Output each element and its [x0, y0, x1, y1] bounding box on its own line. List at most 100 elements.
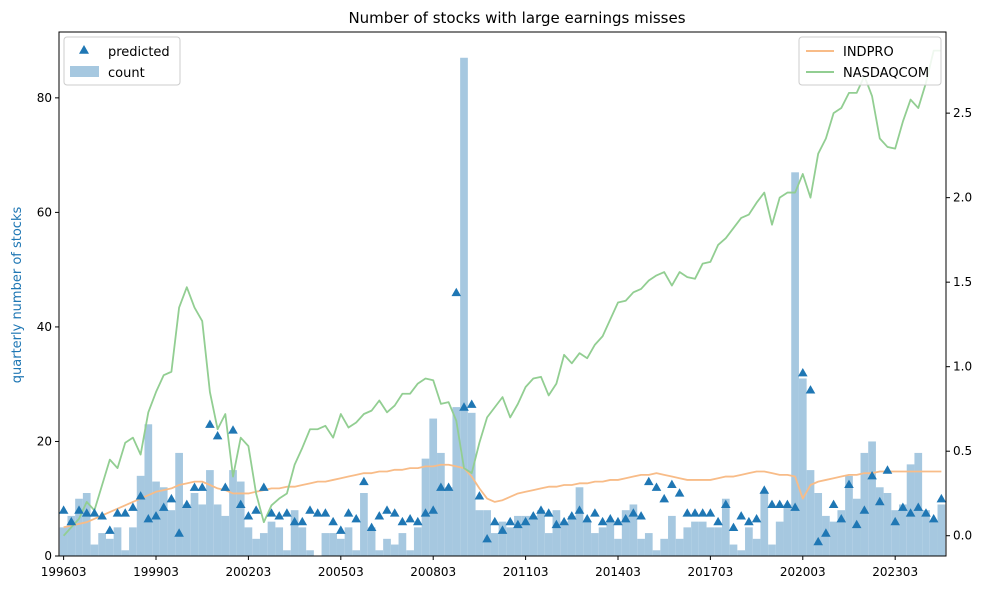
- predicted-marker: [420, 508, 431, 517]
- predicted-marker: [459, 402, 469, 411]
- legend-right-box: [798, 36, 942, 86]
- predicted-marker: [628, 508, 639, 517]
- predicted-marker: [713, 516, 723, 526]
- count-bar: [483, 510, 491, 556]
- predicted-marker: [774, 499, 785, 509]
- x-tick-label: 199903: [133, 565, 179, 579]
- count-bar: [729, 544, 738, 556]
- x-tick-label: 200203: [226, 565, 272, 579]
- predicted-marker: [790, 502, 800, 511]
- predicted-marker: [266, 508, 277, 517]
- predicted-marker: [374, 511, 385, 520]
- predicted-marker: [120, 508, 131, 517]
- predicted-marker: [474, 491, 485, 500]
- predicted-marker: [81, 508, 92, 517]
- predicted-marker: [605, 513, 616, 523]
- count-bar: [236, 481, 245, 556]
- predicted-marker: [251, 505, 261, 514]
- count-bar: [360, 493, 368, 556]
- predicted-marker: [282, 508, 292, 517]
- predicted-marker: [220, 482, 231, 491]
- count-bar: [591, 533, 599, 556]
- predicted-marker: [736, 511, 746, 520]
- y-axis-label: quarterly number of stocks: [10, 207, 25, 384]
- count-bar: [798, 378, 807, 556]
- predicted-marker: [505, 516, 515, 526]
- predicted-marker: [143, 513, 154, 523]
- count-bar: [652, 550, 661, 556]
- predicted-marker: [890, 516, 900, 526]
- chart-title: Number of stocks with large earnings mis…: [348, 9, 685, 27]
- count-bar: [860, 452, 869, 556]
- predicted-marker: [805, 385, 816, 394]
- predicted-marker: [182, 499, 192, 509]
- predicted-marker: [389, 508, 400, 517]
- count-bar: [544, 533, 553, 556]
- right-y-tick-label: 2.5: [953, 106, 972, 120]
- predicted-marker: [913, 502, 924, 511]
- count-bar: [306, 550, 314, 556]
- count-bar: [221, 515, 230, 556]
- count-bar: [398, 533, 407, 556]
- predicted-marker: [89, 508, 100, 517]
- count-bar: [552, 510, 561, 556]
- count-bar: [675, 538, 684, 556]
- count-bar: [290, 510, 299, 556]
- x-tick-label: 200803: [410, 565, 456, 579]
- count-bar: [344, 527, 353, 556]
- count-bar: [105, 538, 114, 556]
- predicted-marker: [151, 511, 161, 520]
- predicted-marker: [551, 519, 562, 529]
- right-y-tick-label: 0.0: [953, 529, 972, 543]
- count-bar: [614, 538, 622, 556]
- predicted-marker: [451, 287, 462, 297]
- predicted-marker: [336, 525, 346, 534]
- predicted-marker: [620, 513, 631, 523]
- predicted-marker: [797, 367, 808, 377]
- predicted-marker: [490, 516, 500, 526]
- count-bar: [875, 487, 884, 556]
- predicted-marker: [158, 502, 169, 511]
- predicted-marker: [682, 508, 693, 517]
- count-bar: [59, 527, 68, 556]
- predicted-marker: [851, 519, 862, 529]
- count-bar: [259, 533, 268, 556]
- nasdaqcom-line: [62, 49, 942, 537]
- count-bar: [644, 533, 653, 556]
- count-bar: [283, 550, 291, 556]
- count-bar: [922, 510, 930, 556]
- predicted-marker: [667, 479, 677, 489]
- count-bar: [229, 470, 237, 556]
- count-bar: [721, 498, 730, 556]
- predicted-marker: [320, 508, 331, 517]
- count-bar: [421, 458, 430, 556]
- legend-right: INDPRO NASDAQCOM: [798, 36, 942, 86]
- predicted-marker: [859, 505, 870, 514]
- count-bar: [244, 527, 253, 556]
- x-tick-label: 201403: [595, 565, 641, 579]
- count-bar: [637, 538, 645, 556]
- count-bar: [575, 487, 584, 556]
- count-bar: [375, 550, 384, 556]
- predicted-marker: [597, 516, 608, 526]
- left-y-tick-label: 80: [37, 91, 52, 105]
- legend-count-label: count: [108, 66, 145, 81]
- count-bar: [606, 521, 615, 556]
- predicted-marker: [528, 511, 539, 520]
- predicted-marker: [297, 516, 308, 526]
- count-bar: [768, 544, 776, 556]
- predicted-marker: [767, 499, 777, 509]
- plot-frame: [58, 31, 947, 557]
- count-bar: [121, 550, 130, 556]
- legend-indpro-label: INDPRO: [843, 45, 894, 60]
- count-bar: [437, 452, 445, 556]
- count-bar: [275, 527, 284, 556]
- predicted-marker: [782, 499, 793, 509]
- predicted-marker: [659, 493, 669, 503]
- predicted-marker: [536, 505, 546, 514]
- predicted-marker: [828, 499, 839, 509]
- count-bar: [444, 487, 453, 556]
- predicted-marker: [328, 516, 338, 526]
- x-tick-label: 201703: [687, 565, 733, 579]
- predicted-marker: [690, 508, 700, 517]
